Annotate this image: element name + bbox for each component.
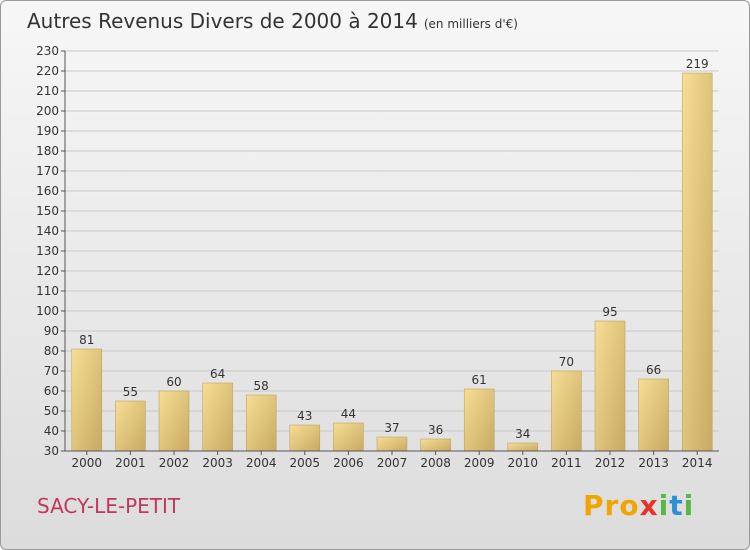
bar-value-label: 43 xyxy=(297,409,312,423)
title-text: Autres Revenus Divers de 2000 à 2014 xyxy=(27,9,418,33)
x-tick-label: 2010 xyxy=(508,456,539,470)
bar xyxy=(594,320,626,452)
y-axis: 30 40 50 60 70 80 90 100 110 120 130 140 150 160 170 18… xyxy=(36,44,66,458)
chart-title: Autres Revenus Divers de 2000 à 2014 (en … xyxy=(27,9,518,33)
x-tick-label: 2005 xyxy=(290,456,321,470)
bar-value-label: 81 xyxy=(79,333,94,347)
y-tick-label: 210 xyxy=(36,84,59,98)
y-tick-label: 80 xyxy=(44,344,59,358)
y-tick-label: 120 xyxy=(36,264,59,278)
bar xyxy=(681,72,713,452)
bar-value-label: 61 xyxy=(472,373,487,387)
bar-value-label: 64 xyxy=(210,367,225,381)
x-tick-label: 2003 xyxy=(202,456,233,470)
bar xyxy=(376,436,408,452)
y-tick-label: 160 xyxy=(36,184,59,198)
x-tick-label: 2011 xyxy=(551,456,582,470)
bar-value-label: 58 xyxy=(254,379,269,393)
y-tick-label: 50 xyxy=(44,404,59,418)
y-tick-label: 70 xyxy=(44,364,59,378)
y-tick-label: 140 xyxy=(36,224,59,238)
y-tick-label: 100 xyxy=(36,304,59,318)
x-tick-label: 2007 xyxy=(377,456,408,470)
y-tick-label: 220 xyxy=(36,64,59,78)
y-tick-label: 60 xyxy=(44,384,59,398)
bar xyxy=(333,422,364,452)
y-tick-label: 200 xyxy=(36,104,59,118)
bar-value-label: 95 xyxy=(602,305,617,319)
bar xyxy=(507,442,539,452)
title-unit-note: (en milliers d'€) xyxy=(423,17,518,31)
y-tick-label: 230 xyxy=(36,44,59,58)
x-tick-label: 2009 xyxy=(464,456,495,470)
bar xyxy=(551,370,582,452)
logo-letter: x xyxy=(639,489,659,522)
logo-letter: o xyxy=(619,489,640,522)
logo-letter: i xyxy=(683,489,695,522)
y-tick-label: 30 xyxy=(44,444,59,458)
x-tick-label: 2004 xyxy=(246,456,277,470)
y-tick-label: 90 xyxy=(44,324,59,338)
bar-value-label: 66 xyxy=(646,363,661,377)
x-tick-label: 2008 xyxy=(420,456,451,470)
bar-value-label: 44 xyxy=(341,407,356,421)
bar xyxy=(71,348,103,452)
logo-letter: P xyxy=(583,489,605,522)
x-tick-label: 2013 xyxy=(638,456,669,470)
bar-value-label: 55 xyxy=(123,385,138,399)
bar-value-label: 70 xyxy=(559,355,574,369)
bars: 81 55 60 64 58 43 44 37 36 61 34 70 95 66 219 xyxy=(71,57,713,452)
commune-name: SACY-LE-PETIT xyxy=(37,494,181,518)
x-tick-label: 2014 xyxy=(682,456,713,470)
bar xyxy=(115,400,146,452)
y-tick-label: 150 xyxy=(36,204,59,218)
y-tick-label: 190 xyxy=(36,124,59,138)
bar-value-label: 37 xyxy=(384,421,399,435)
proxiti-logo: Proxiti xyxy=(583,489,694,522)
x-tick-label: 2000 xyxy=(72,456,103,470)
y-tick-label: 40 xyxy=(44,424,59,438)
x-tick-label: 2012 xyxy=(595,456,626,470)
bar xyxy=(158,390,190,452)
y-tick-label: 180 xyxy=(36,144,59,158)
bar-value-label: 34 xyxy=(515,427,530,441)
x-tick-label: 2001 xyxy=(115,456,146,470)
x-tick-label: 2002 xyxy=(159,456,190,470)
bar-value-label: 36 xyxy=(428,423,443,437)
bar xyxy=(463,388,495,452)
y-tick-label: 130 xyxy=(36,244,59,258)
bar-value-label: 60 xyxy=(166,375,181,389)
x-tick-label: 2006 xyxy=(333,456,364,470)
bar-value-label: 219 xyxy=(686,57,709,71)
bar xyxy=(202,382,233,452)
y-tick-label: 110 xyxy=(36,284,59,298)
bar xyxy=(245,394,277,452)
bar xyxy=(289,424,321,452)
bar xyxy=(420,438,451,452)
x-axis: 2000 2001 2002 2003 2004 2005 2006 2007 2008 2009… xyxy=(65,450,719,470)
logo-letter: t xyxy=(669,489,684,522)
bar xyxy=(638,378,669,452)
logo-letter: i xyxy=(658,489,670,522)
logo-letter: r xyxy=(604,489,620,522)
y-tick-label: 170 xyxy=(36,164,59,178)
